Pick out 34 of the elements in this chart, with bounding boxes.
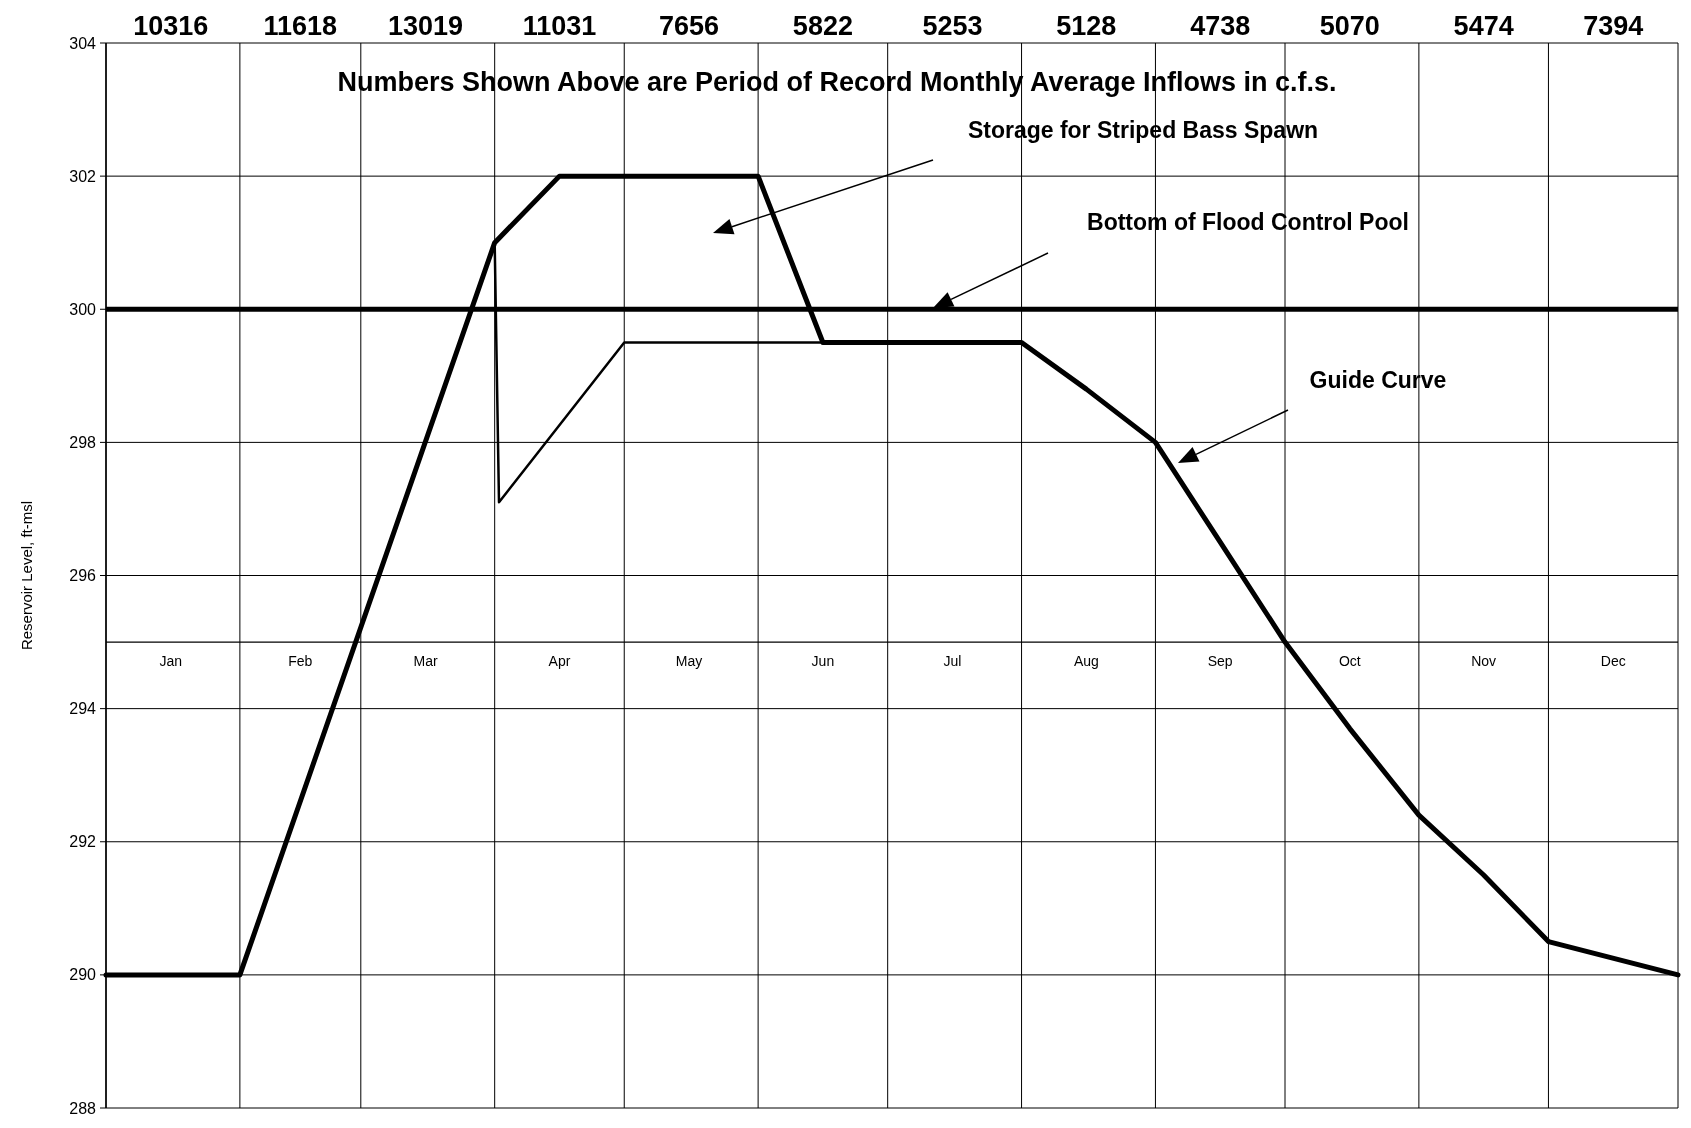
x-tick-label: Oct — [1338, 653, 1361, 670]
y-tick-label: 288 — [69, 1099, 97, 1117]
text: 7394 — [1583, 11, 1644, 41]
text: 5822 — [792, 11, 853, 41]
text: 10316 — [133, 11, 209, 41]
x-tick-label: Jul — [943, 653, 962, 670]
y-tick-label: 296 — [69, 567, 97, 585]
text: 7656 — [658, 11, 720, 41]
x-tick-label: Jan — [159, 653, 183, 670]
y-tick-label: 292 — [69, 833, 97, 851]
x-tick-label: Feb — [288, 653, 313, 670]
x-tick-label: May — [675, 653, 703, 670]
text: 11618 — [263, 11, 338, 41]
text: 5128 — [1056, 11, 1117, 41]
y-tick-label: 290 — [69, 966, 97, 984]
text: 4738 — [1190, 11, 1251, 41]
x-tick-label: Nov — [1471, 653, 1497, 670]
y-tick-label: 300 — [69, 300, 97, 318]
x-tick-label: Dec — [1600, 653, 1626, 670]
x-tick-label: Aug — [1073, 653, 1099, 670]
y-axis-title: Reservoir Level, ft-msl — [18, 500, 35, 651]
x-tick-label: Sep — [1207, 653, 1233, 670]
text: 13019 — [388, 11, 464, 41]
x-tick-label: Mar — [413, 653, 438, 670]
y-tick-label: 298 — [69, 433, 97, 451]
y-tick-label: 294 — [69, 700, 97, 718]
text: 5253 — [922, 11, 983, 41]
text: 5474 — [1453, 11, 1514, 41]
text: 11031 — [522, 11, 597, 41]
y-tick-label: 302 — [69, 167, 97, 185]
text: 5070 — [1319, 11, 1380, 41]
x-tick-label: Jun — [811, 653, 835, 670]
y-tick-label: 304 — [69, 34, 97, 52]
x-tick-label: Apr — [548, 653, 571, 670]
